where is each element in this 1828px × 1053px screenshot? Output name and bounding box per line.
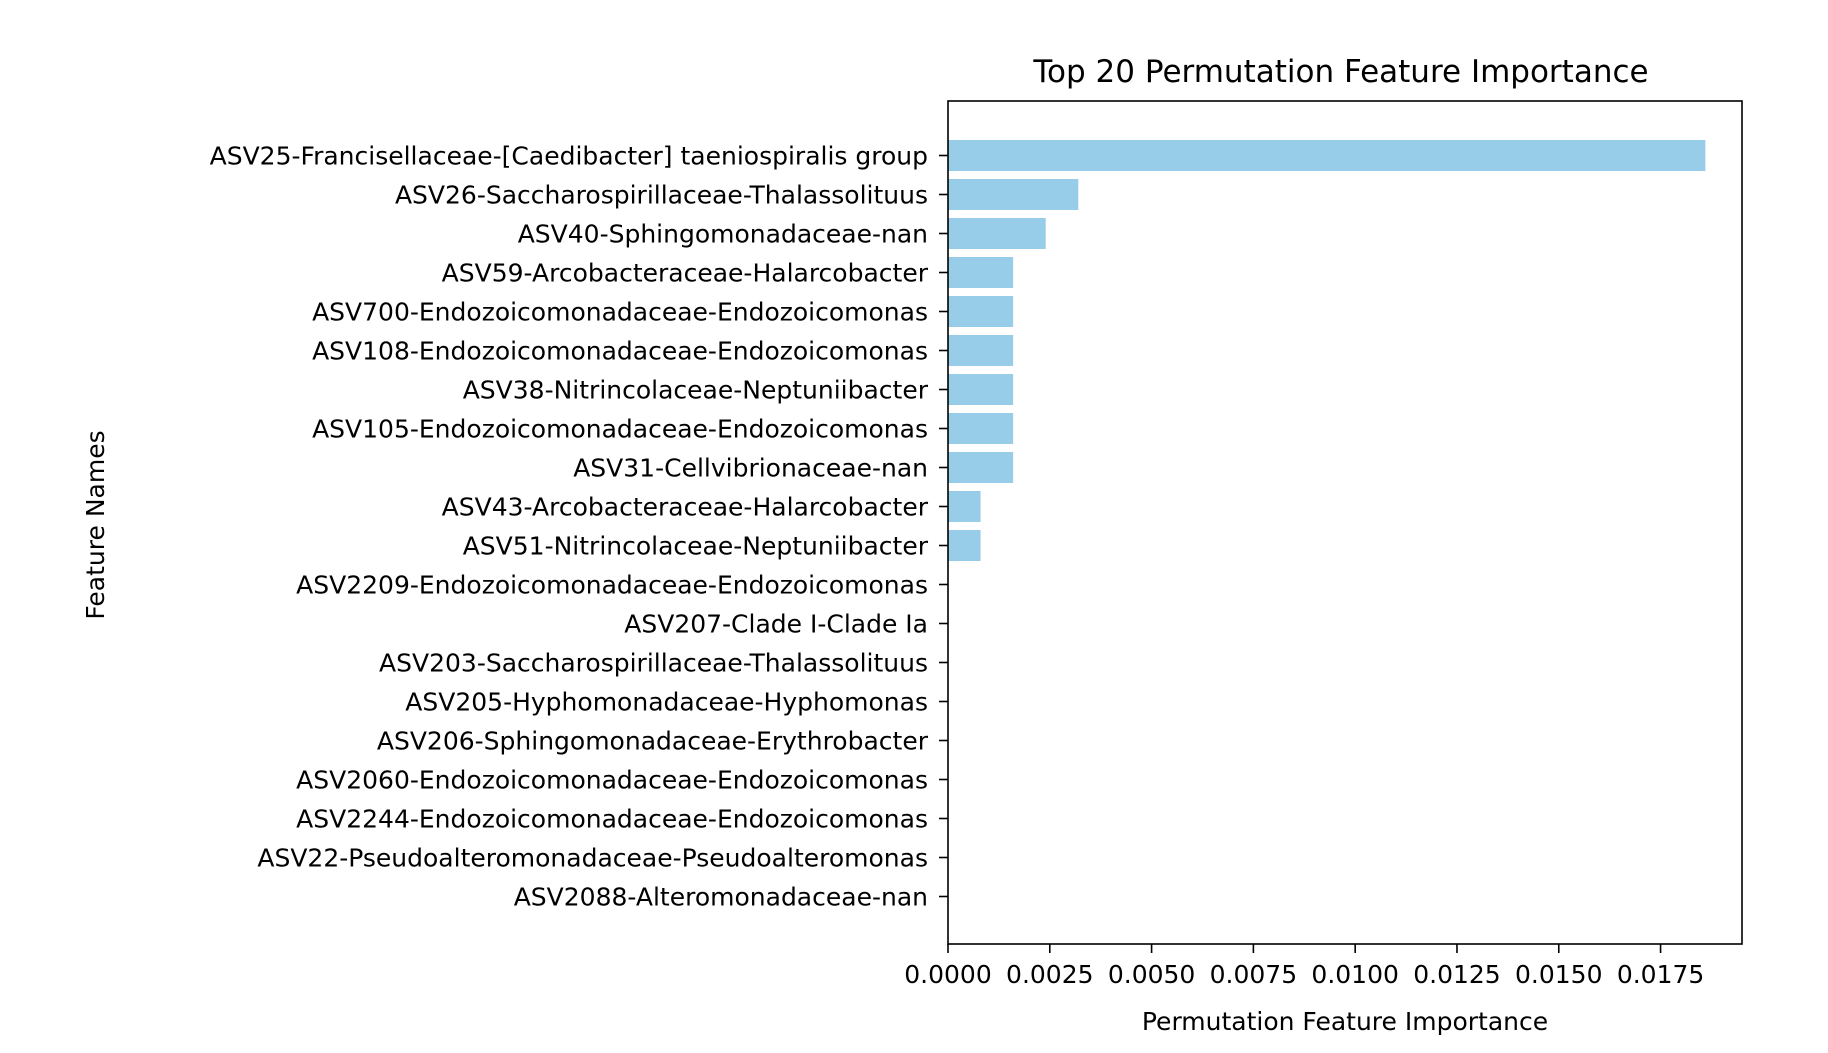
x-tick-label: 0.0125 — [1413, 960, 1500, 989]
y-tick-label: ASV105-Endozoicomonadaceae-Endozoicomona… — [312, 415, 928, 444]
y-tick-label: ASV2088-Alteromonadaceae-nan — [514, 883, 928, 912]
y-tick-label: ASV59-Arcobacteraceae-Halarcobacter — [442, 259, 929, 288]
bar — [948, 218, 1046, 249]
y-tick-label: ASV51-Nitrincolaceae-Neptuniibacter — [463, 532, 929, 561]
bar — [948, 491, 981, 522]
y-tick-label: ASV43-Arcobacteraceae-Halarcobacter — [442, 493, 929, 522]
chart-title: Top 20 Permutation Feature Importance — [1032, 54, 1648, 90]
y-tick-label: ASV40-Sphingomonadaceae-nan — [518, 220, 928, 249]
x-axis-label: Permutation Feature Importance — [1142, 1007, 1548, 1036]
x-tick-label: 0.0100 — [1311, 960, 1398, 989]
bar — [948, 335, 1014, 366]
bar — [948, 413, 1014, 444]
plot-frame — [947, 100, 1743, 945]
y-tick-label: ASV26-Saccharospirillaceae-Thalassolituu… — [395, 181, 928, 210]
y-tick-label: ASV31-Cellvibrionaceae-nan — [573, 454, 928, 483]
y-tick-label: ASV205-Hyphomonadaceae-Hyphomonas — [405, 688, 928, 717]
y-tick-label: ASV207-Clade I-Clade Ia — [624, 610, 928, 639]
y-tick-label: ASV2060-Endozoicomonadaceae-Endozoicomon… — [296, 766, 928, 795]
y-tick-label: ASV25-Francisellaceae-[Caedibacter] taen… — [210, 142, 928, 171]
bars — [948, 140, 1706, 561]
y-axis-label: Feature Names — [81, 430, 110, 619]
y-tick-label: ASV206-Sphingomonadaceae-Erythrobacter — [377, 727, 929, 756]
x-tick-label: 0.0025 — [1006, 960, 1093, 989]
x-tick-label: 0.0150 — [1515, 960, 1602, 989]
bar — [948, 374, 1014, 405]
y-tick-label: ASV108-Endozoicomonadaceae-Endozoicomona… — [312, 337, 928, 366]
y-tick-label: ASV22-Pseudoalteromonadaceae-Pseudoalter… — [257, 844, 928, 873]
x-tick-label: 0.0175 — [1617, 960, 1704, 989]
bar — [948, 530, 981, 561]
bar — [948, 296, 1014, 327]
bar — [948, 452, 1014, 483]
y-tick-label: ASV203-Saccharospirillaceae-Thalassolitu… — [379, 649, 928, 678]
x-tick-label: 0.0075 — [1210, 960, 1297, 989]
x-tick-label: 0.0050 — [1108, 960, 1195, 989]
bar — [948, 140, 1706, 171]
y-tick-label: ASV700-Endozoicomonadaceae-Endozoicomona… — [312, 298, 928, 327]
y-tick-label: ASV38-Nitrincolaceae-Neptuniibacter — [463, 376, 929, 405]
bar — [948, 179, 1079, 210]
y-tick-label: ASV2209-Endozoicomonadaceae-Endozoicomon… — [296, 571, 928, 600]
bar — [948, 257, 1014, 288]
x-tick-label: 0.0000 — [904, 960, 991, 989]
y-tick-label: ASV2244-Endozoicomonadaceae-Endozoicomon… — [296, 805, 928, 834]
y-axis-ticks: ASV25-Francisellaceae-[Caedibacter] taen… — [210, 142, 948, 912]
x-axis-ticks: 0.0000 0.0025 0.0050 0.0075 0.0100 0.0125 0.01… — [904, 944, 1704, 989]
